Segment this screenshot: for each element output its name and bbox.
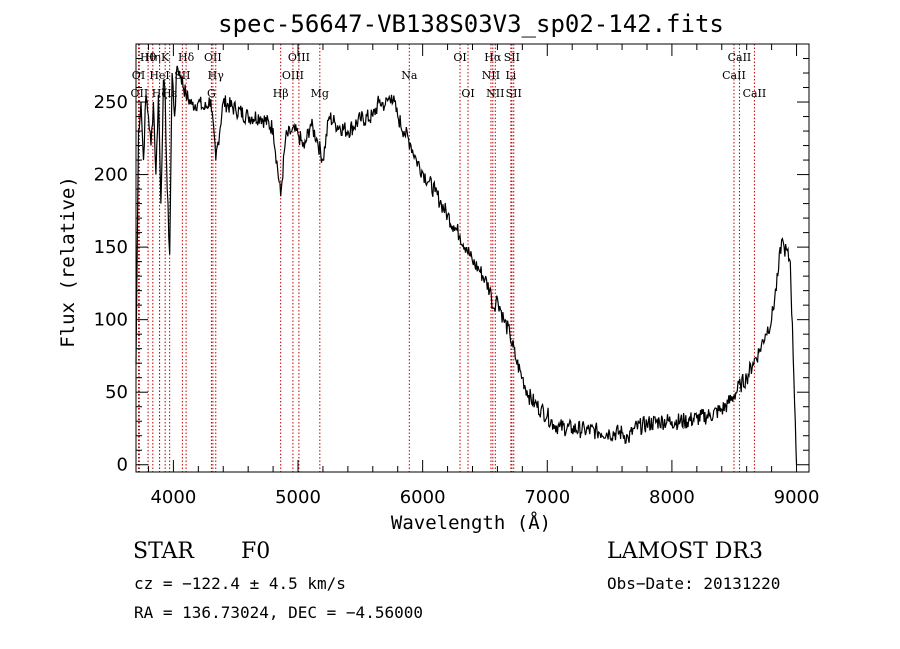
line-label-17: Na (401, 69, 418, 82)
line-label-26: CaII (728, 51, 752, 64)
line-label-1: Hθ (140, 51, 157, 64)
line-label-18: OI (453, 51, 466, 64)
redshift-velocity: cz = −122.4 ± 4.5 km/s (134, 574, 346, 593)
x-tick-label: 9000 (774, 487, 820, 508)
line-label-2: Hη (145, 51, 161, 64)
x-axis: 4000 5000 6000 7000 8000 9000 (147, 44, 820, 508)
line-label-24: NII (486, 87, 504, 100)
line-label-16: Mg (311, 87, 329, 100)
line-label-21: SII (504, 51, 520, 64)
observation-date: Obs−Date: 20131220 (607, 574, 781, 593)
y-axis: 0 50 100 150 200 250 (94, 58, 809, 476)
spectrum-series (135, 65, 798, 465)
line-label-10: OII (204, 51, 222, 64)
x-tick-label: 7000 (524, 487, 570, 508)
x-tick-label: 6000 (400, 487, 446, 508)
y-tick-label: 0 (117, 455, 128, 476)
line-label-13: OIII (288, 51, 310, 64)
y-axis-label: Flux (relative) (57, 176, 79, 348)
spectral-subclass: F0 (241, 539, 271, 564)
line-label-27: CaII (722, 69, 746, 82)
chart-title: spec-56647-VB138S03V3_sp02-142.fits (218, 10, 724, 38)
line-label-22: NII (482, 69, 500, 82)
y-tick-label: 250 (94, 92, 128, 113)
line-label-3: OI (132, 69, 145, 82)
line-label-19: OI (461, 87, 474, 100)
y-tick-label: 50 (105, 382, 128, 403)
object-class: STAR (133, 539, 194, 564)
line-label-12: G (207, 87, 216, 100)
y-tick-label: 200 (94, 165, 128, 186)
line-label-9: Hδ (178, 51, 195, 64)
y-tick-label: 150 (94, 237, 128, 258)
line-label-15: Hβ (273, 87, 289, 100)
sky-coordinates: RA = 136.73024, DEC = −4.56000 (134, 603, 423, 622)
line-label-11: Hγ (208, 69, 225, 82)
x-tick-label: 8000 (649, 487, 695, 508)
line-label-28: CaII (743, 87, 767, 100)
line-label-23: Li (505, 69, 516, 82)
line-label-6: K (161, 51, 170, 64)
survey-label: LAMOST DR3 (607, 539, 763, 564)
line-label-14: OIII (282, 69, 304, 82)
line-label-20: Hα (484, 51, 502, 64)
y-tick-label: 100 (94, 310, 128, 331)
line-label-0: OII (131, 87, 149, 100)
x-axis-label: Wavelength (Å) (391, 511, 551, 534)
x-tick-label: 5000 (275, 487, 321, 508)
line-label-25: SII (506, 87, 522, 100)
x-tick-label: 4000 (150, 487, 196, 508)
